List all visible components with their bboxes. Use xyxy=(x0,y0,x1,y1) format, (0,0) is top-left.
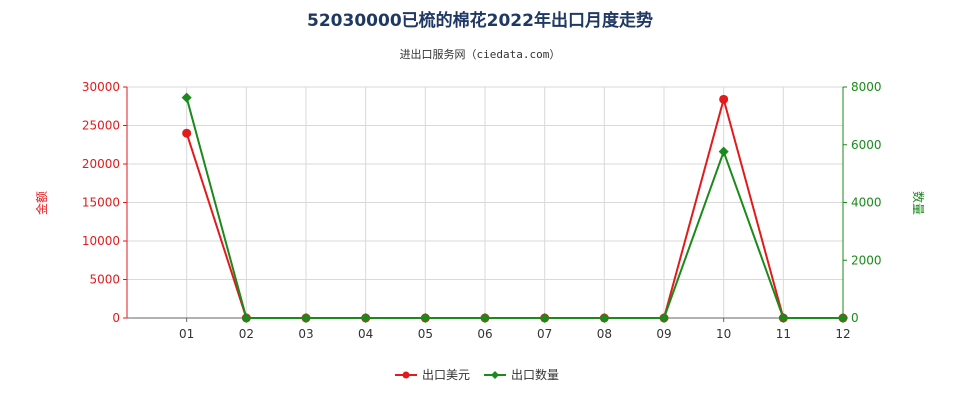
right-tick-label: 0 xyxy=(851,311,859,325)
data-point-2 xyxy=(778,313,789,323)
legend-marker-1 xyxy=(402,371,410,379)
legend: 出口美元 出口数量 xyxy=(395,367,559,382)
right-tick-label: 8000 xyxy=(851,80,882,94)
left-tick-label: 15000 xyxy=(82,196,120,210)
x-tick-label: 03 xyxy=(298,327,313,341)
left-tick-label: 25000 xyxy=(82,119,120,133)
x-tick-label: 01 xyxy=(179,327,194,341)
legend-marker-2 xyxy=(491,371,499,379)
chart-title: 52030000已梳的棉花2022年出口月度走势 xyxy=(307,10,653,31)
x-tick-label: 06 xyxy=(477,327,492,341)
right-tick-label: 2000 xyxy=(851,253,882,267)
x-tick-label: 08 xyxy=(597,327,612,341)
legend-label-1: 出口美元 xyxy=(422,368,470,382)
x-tick-label: 07 xyxy=(537,327,552,341)
data-point-2 xyxy=(539,313,550,323)
data-point-2 xyxy=(599,313,610,323)
data-point-2 xyxy=(181,92,192,103)
left-tick-label: 0 xyxy=(112,311,120,325)
left-axis-ticks: 0 5000 10000 15000 20000 25000 30000 xyxy=(82,80,127,325)
right-axis-label: 数量 xyxy=(911,191,926,215)
x-tick-label: 09 xyxy=(656,327,671,341)
data-point-2 xyxy=(301,313,311,323)
left-tick-label: 5000 xyxy=(89,273,120,287)
right-axis-ticks: 0 2000 4000 6000 8000 xyxy=(843,80,882,325)
left-tick-label: 20000 xyxy=(82,157,120,171)
x-tick-label: 05 xyxy=(418,327,433,341)
series-layer xyxy=(181,92,848,323)
chart-subtitle: 进出口服务网（ciedata.com） xyxy=(400,47,561,61)
x-axis-ticks: 01 02 03 04 05 06 07 08 09 10 11 12 xyxy=(179,318,851,341)
left-tick-label: 30000 xyxy=(82,80,120,94)
left-tick-label: 10000 xyxy=(82,234,120,248)
data-point-2 xyxy=(241,313,252,323)
data-point-2 xyxy=(360,313,371,323)
x-tick-label: 10 xyxy=(716,327,731,341)
data-point-1 xyxy=(719,94,729,104)
data-point-2 xyxy=(480,313,490,323)
legend-label-2: 出口数量 xyxy=(511,367,559,382)
left-axis-label: 金额 xyxy=(34,191,49,215)
data-point-2 xyxy=(659,313,669,323)
data-point-2 xyxy=(718,146,729,157)
right-tick-label: 4000 xyxy=(851,196,882,210)
x-tick-label: 02 xyxy=(239,327,254,341)
data-point-2 xyxy=(420,313,431,323)
x-tick-label: 04 xyxy=(358,327,373,341)
series-line-2 xyxy=(185,97,843,319)
data-point-2 xyxy=(838,313,848,323)
right-tick-label: 6000 xyxy=(851,138,882,152)
x-tick-label: 12 xyxy=(835,327,850,341)
x-tick-label: 11 xyxy=(776,327,791,341)
data-point-1 xyxy=(182,128,192,138)
